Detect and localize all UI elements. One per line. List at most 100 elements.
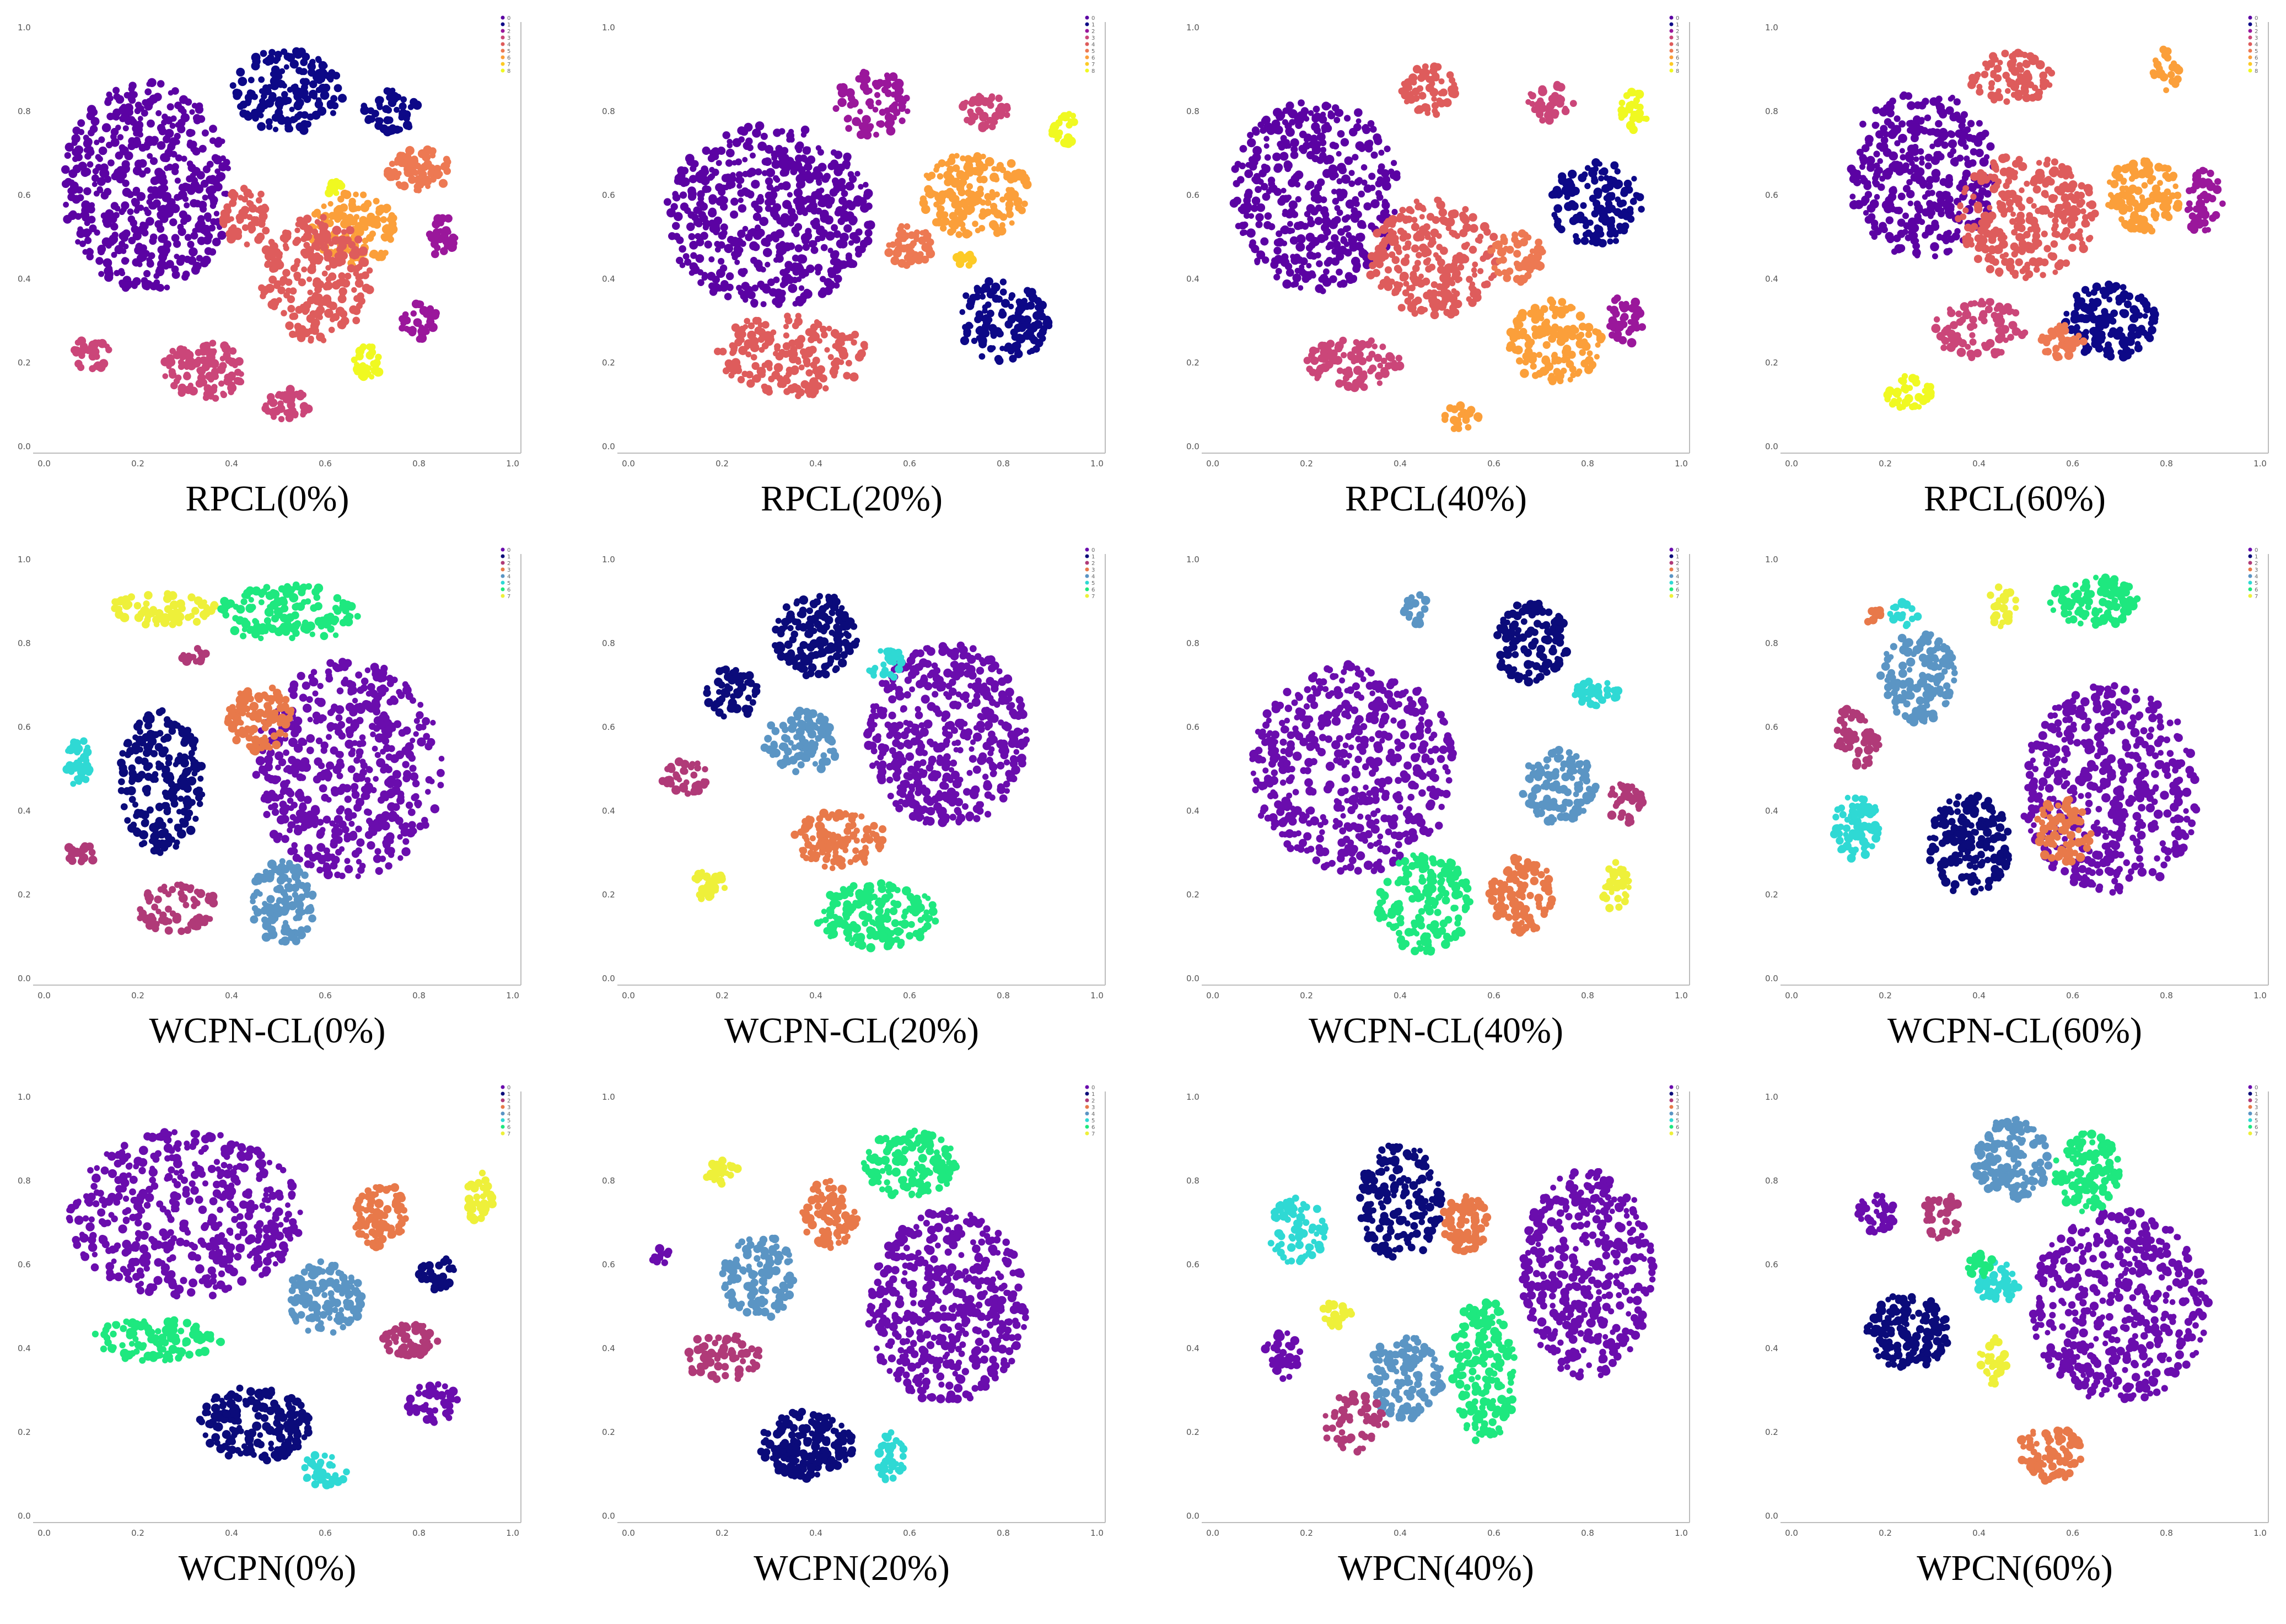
cluster-11-class-8: [325, 178, 346, 197]
cluster-10-class-8: [351, 343, 384, 381]
point: [755, 168, 762, 176]
point: [1263, 143, 1270, 149]
point: [2007, 205, 2014, 213]
point: [2047, 212, 2054, 218]
point: [294, 236, 302, 245]
point: [784, 267, 790, 274]
point: [1998, 191, 2004, 197]
point: [1306, 251, 1315, 260]
point: [1390, 172, 1397, 179]
point: [1396, 249, 1402, 255]
point: [1250, 204, 1258, 212]
point: [1922, 208, 1930, 217]
point: [2006, 257, 2015, 266]
point: [2033, 266, 2040, 273]
point: [1395, 354, 1402, 362]
point: [744, 344, 750, 350]
point: [289, 106, 295, 112]
point: [759, 217, 768, 226]
point: [1282, 211, 1288, 217]
point: [765, 261, 771, 268]
point: [738, 204, 747, 213]
point: [786, 203, 793, 210]
point: [989, 220, 998, 229]
point: [1375, 180, 1383, 187]
point: [77, 336, 87, 346]
point: [960, 336, 970, 346]
point: [84, 220, 90, 227]
point: [1329, 275, 1337, 283]
point: [718, 257, 725, 265]
point: [1631, 312, 1640, 322]
point: [144, 88, 152, 96]
point: [884, 248, 894, 257]
point: [690, 252, 697, 259]
point: [1003, 300, 1009, 306]
point: [926, 175, 932, 181]
panel-3: 0.0 0.2 0.4 0.6 0.8 1.0 0.0 0.2 0.4 0.6 0.8 1.0 0 1 2 3…: [1180, 11, 1692, 529]
point: [1898, 133, 1907, 143]
point: [709, 149, 716, 156]
cluster-4-class-8: [1617, 88, 1650, 135]
point: [1290, 146, 1298, 153]
point: [960, 155, 966, 162]
point: [1387, 353, 1395, 362]
point: [976, 176, 984, 184]
point: [341, 279, 351, 288]
point: [241, 224, 249, 232]
point: [2025, 270, 2034, 278]
point: [366, 365, 372, 371]
point: [326, 73, 335, 82]
point: [1899, 93, 1907, 100]
point: [1256, 203, 1266, 212]
point: [689, 270, 696, 276]
point: [1448, 209, 1457, 219]
point: [734, 259, 740, 265]
point: [235, 377, 244, 385]
point: [158, 190, 166, 198]
point: [1009, 220, 1015, 226]
point: [860, 239, 867, 247]
point: [810, 379, 819, 388]
point: [277, 79, 284, 85]
point: [1595, 342, 1601, 348]
legend-label: 8: [1676, 68, 1679, 74]
point: [292, 116, 298, 122]
point: [1981, 244, 1990, 254]
point: [709, 224, 718, 233]
point: [787, 192, 793, 198]
point: [966, 198, 974, 206]
x-tick-label: 0.6: [319, 459, 332, 469]
point: [1375, 372, 1383, 380]
point: [357, 225, 364, 232]
point: [1581, 338, 1588, 345]
point: [257, 122, 266, 131]
legend-label: 2: [1676, 29, 1679, 35]
point: [156, 284, 165, 292]
point: [1028, 288, 1036, 297]
point: [119, 208, 125, 215]
point: [1384, 146, 1391, 153]
point: [838, 196, 847, 205]
point: [851, 339, 857, 346]
point: [349, 250, 358, 259]
point: [699, 177, 706, 184]
point: [229, 82, 236, 89]
point: [1975, 148, 1984, 158]
point: [1860, 177, 1868, 185]
point: [1530, 363, 1537, 370]
point: [689, 240, 698, 250]
point: [348, 197, 356, 205]
point: [1264, 154, 1271, 161]
point: [110, 138, 120, 147]
point: [270, 77, 279, 86]
point: [383, 116, 392, 125]
point: [268, 239, 275, 246]
point: [790, 346, 798, 353]
point: [1497, 257, 1503, 264]
point: [153, 273, 160, 279]
legend-marker: [1085, 15, 1089, 20]
legend-label: 2: [507, 29, 510, 35]
point: [1594, 225, 1604, 234]
legend-marker: [1669, 68, 1674, 73]
